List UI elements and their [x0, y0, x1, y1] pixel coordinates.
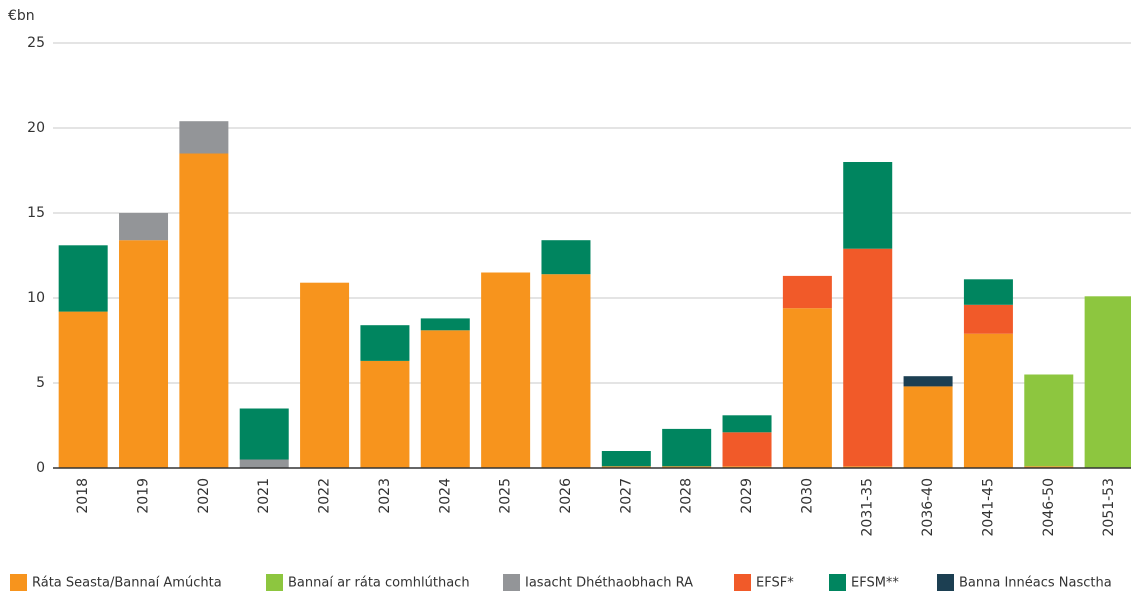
bar-segment: [58, 245, 108, 312]
bar-segment: [541, 240, 591, 275]
x-tick-label: 2036-40: [920, 478, 936, 537]
legend-swatch: [266, 574, 283, 591]
bar-segment: [722, 432, 772, 467]
bar-segment: [1024, 466, 1074, 468]
bar-segment: [179, 153, 229, 468]
bar-segment: [601, 451, 651, 467]
y-tick-label: 5: [36, 375, 45, 391]
x-tick-label: 2024: [437, 478, 453, 514]
x-tick-label: 2020: [196, 478, 212, 514]
bar-segment: [1024, 374, 1074, 467]
y-tick-label: 20: [27, 120, 45, 136]
x-tick-label: 2019: [136, 478, 152, 514]
y-tick-label: 10: [27, 290, 45, 306]
legend-label: EFSF*: [756, 576, 794, 591]
x-tick-label: 2021: [256, 478, 272, 514]
bar-segment: [963, 279, 1013, 305]
x-tick-label: 2018: [75, 478, 91, 514]
bar-segment: [662, 466, 712, 468]
x-tick-label: 2028: [679, 478, 695, 514]
legend-label: Ráta Seasta/Bannaí Amúchta: [32, 576, 222, 591]
bar-segment: [239, 459, 289, 468]
bar-segment: [360, 360, 410, 468]
y-tick-label: 15: [27, 205, 45, 221]
bar-segment: [300, 282, 350, 468]
bar-segment: [782, 308, 832, 468]
bar-segment: [722, 415, 772, 433]
x-tick-label: 2030: [799, 478, 815, 514]
bar-segment: [239, 408, 289, 460]
bar-segment: [963, 333, 1013, 468]
x-tick-label: 2031-35: [860, 478, 876, 537]
bar-segment: [541, 274, 591, 468]
legend-label: Iasacht Dhéthaobhach RA: [525, 576, 693, 591]
bar-segment: [903, 386, 953, 468]
bar-segment: [420, 318, 470, 331]
bar-segment: [903, 376, 953, 387]
legend-swatch: [937, 574, 954, 591]
x-tick-label: 2046-50: [1041, 478, 1057, 537]
legend-swatch: [503, 574, 520, 591]
legend: Ráta Seasta/Bannaí Amúchta Bannaí ar ráta…: [10, 574, 1112, 591]
bar-segment: [722, 466, 772, 468]
bar-segment: [782, 275, 832, 309]
bar-segment: [662, 428, 712, 467]
bar-segment: [58, 311, 108, 468]
bar-segment: [1084, 296, 1131, 468]
legend-label: Bannaí ar ráta comhlúthach: [288, 576, 470, 591]
legend-swatch: [734, 574, 751, 591]
x-tick-label: 2023: [377, 478, 393, 514]
legend-swatch: [829, 574, 846, 591]
x-tick-label: 2027: [618, 478, 634, 514]
legend-label: EFSM**: [851, 576, 899, 591]
bar-segment: [601, 466, 651, 468]
y-tick-label: 25: [27, 35, 45, 51]
y-axis-label: €bn: [8, 8, 35, 24]
bar-segment: [843, 162, 893, 249]
bar-segment: [843, 466, 893, 468]
bar-segment: [360, 325, 410, 361]
bar-segment: [179, 121, 229, 154]
x-tick-label: 2022: [317, 478, 333, 514]
bar-segment: [481, 272, 531, 468]
x-tick-label: 2029: [739, 478, 755, 514]
x-tick-label: 2041-45: [980, 478, 996, 537]
x-tick-label: 2025: [498, 478, 514, 514]
y-tick-label: 0: [36, 460, 45, 476]
x-tick-label: 2026: [558, 478, 574, 514]
bar-segment: [963, 304, 1013, 334]
x-tick-label: 2051-53: [1101, 478, 1117, 537]
bar-segment: [119, 213, 169, 241]
bar-segment: [119, 240, 169, 468]
legend-label: Banna Innéacs Nasctha: [959, 576, 1112, 591]
bar-segment: [420, 330, 470, 468]
legend-swatch: [10, 574, 27, 591]
bar-segment: [843, 248, 893, 467]
